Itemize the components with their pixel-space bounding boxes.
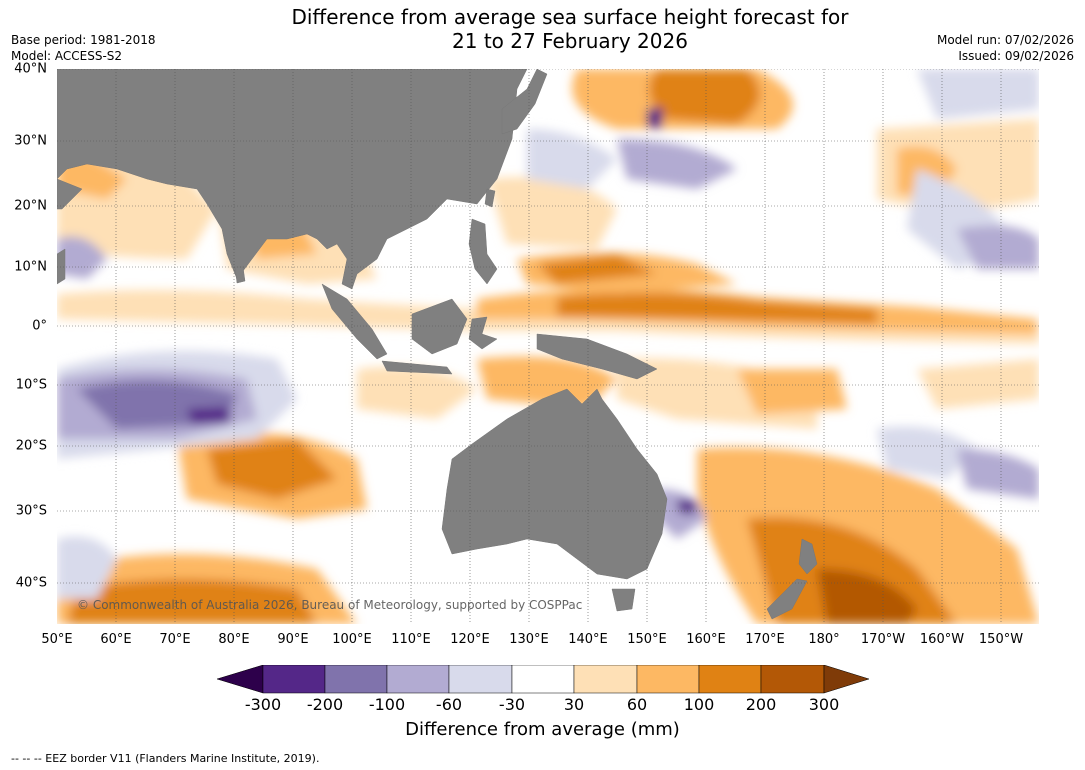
- model-name: Model: ACCESS-S2: [11, 49, 123, 63]
- chart-title: Difference from average sea surface heig…: [0, 5, 1085, 53]
- colorbar-tick-5: 30: [563, 695, 585, 714]
- colorbar-tick-9: 300: [808, 695, 840, 714]
- lat-label-10s: 10°S: [15, 377, 47, 393]
- asia-land: [57, 69, 528, 290]
- colorbar-bin-1: [262, 665, 326, 694]
- graticule: [57, 69, 1039, 624]
- sri-lanka-land: [234, 266, 246, 284]
- lat-label-40s: 40°S: [15, 575, 47, 591]
- colorbar-tick-7: 100: [683, 695, 715, 714]
- sea-height-anomaly-map: © Commonwealth of Australia 2026, Bureau…: [57, 69, 1039, 624]
- copyright-notice: © Commonwealth of Australia 2026, Bureau…: [77, 598, 582, 612]
- lat-label-20s: 20°S: [15, 438, 47, 454]
- new-zealand-land: [766, 538, 818, 620]
- lon-label-150e: 150°E: [627, 632, 667, 647]
- lon-label-140e: 140°E: [568, 632, 608, 647]
- colorbar-bin-3: [386, 665, 450, 694]
- title-line-2: 21 to 27 February 2026: [452, 29, 688, 53]
- lat-label-40n: 40°N: [14, 61, 47, 77]
- lat-label-0: 0°: [32, 318, 47, 334]
- lon-label-170e: 170°E: [745, 632, 785, 647]
- colorbar-title: Difference from average (mm): [405, 719, 680, 740]
- colorbar-high-arrow: [823, 665, 869, 694]
- borneo-land: [411, 298, 468, 355]
- meta-right: Model run: 07/02/2026 Issued: 09/02/2026: [937, 32, 1074, 64]
- new-guinea-land: [536, 333, 658, 380]
- japan-land: [501, 69, 548, 135]
- colorbar-tick-2: -100: [368, 695, 406, 714]
- lon-label-80e: 80°E: [218, 632, 250, 647]
- philippines-land: [468, 218, 498, 285]
- madagascar-edge: [57, 248, 66, 285]
- base-period: Base period: 1981-2018: [11, 33, 156, 47]
- lon-label-130e: 130°E: [509, 632, 549, 647]
- colorbar-tick-3: -60: [435, 695, 463, 714]
- colorbar-low-arrow: [217, 665, 264, 694]
- lon-label-100e: 100°E: [332, 632, 372, 647]
- lon-label-90e: 90°E: [277, 632, 309, 647]
- arabia-land: [57, 178, 83, 210]
- land-masses: [57, 69, 818, 620]
- meta-left: Base period: 1981-2018 Model: ACCESS-S2: [11, 32, 156, 64]
- lon-label-170w: 170°W: [860, 632, 906, 647]
- lon-label-160e: 160°E: [686, 632, 726, 647]
- sumatra-land: [321, 283, 388, 360]
- australia-land: [441, 388, 668, 580]
- colorbar-tick-1: -200: [306, 695, 344, 714]
- colorbar-tick-6: 60: [626, 695, 648, 714]
- tasmania-land: [611, 588, 636, 612]
- lat-label-20n: 20°N: [14, 198, 47, 214]
- title-line-1: Difference from average sea surface heig…: [291, 5, 849, 29]
- colorbar-tick-8: 200: [745, 695, 777, 714]
- colorbar-bin-5: [511, 665, 575, 694]
- lat-label-30s: 30°S: [15, 503, 47, 519]
- colorbar: [217, 665, 869, 694]
- colorbar-bin-9: [760, 665, 825, 694]
- lon-label-70e: 70°E: [159, 632, 191, 647]
- lat-label-30n: 30°N: [14, 133, 47, 149]
- lon-label-180: 180°: [808, 632, 840, 647]
- colorbar-bin-6: [573, 665, 638, 694]
- issued-date: Issued: 09/02/2026: [958, 49, 1074, 63]
- lon-label-110e: 110°E: [391, 632, 431, 647]
- model-run: Model run: 07/02/2026: [936, 33, 1074, 47]
- colorbar-bin-8: [698, 665, 762, 694]
- lon-label-60e: 60°E: [100, 632, 132, 647]
- colorbar-bin-2: [324, 665, 388, 694]
- lon-label-160w: 160°W: [919, 632, 965, 647]
- footer-note: -- -- -- EEZ border V11 (Flanders Marine…: [11, 752, 320, 765]
- colorbar-tick-0: -300: [244, 695, 282, 714]
- lon-label-50e: 50°E: [41, 632, 73, 647]
- colorbar-bin-4: [448, 665, 513, 694]
- java-land: [381, 360, 453, 375]
- lon-label-120e: 120°E: [450, 632, 490, 647]
- lon-label-150w: 150°W: [978, 632, 1024, 647]
- lat-label-10n: 10°N: [14, 259, 47, 275]
- colorbar-tick-4: -30: [498, 695, 526, 714]
- sulawesi-land: [468, 316, 498, 350]
- taiwan-land: [484, 188, 496, 208]
- colorbar-bin-7: [636, 665, 700, 694]
